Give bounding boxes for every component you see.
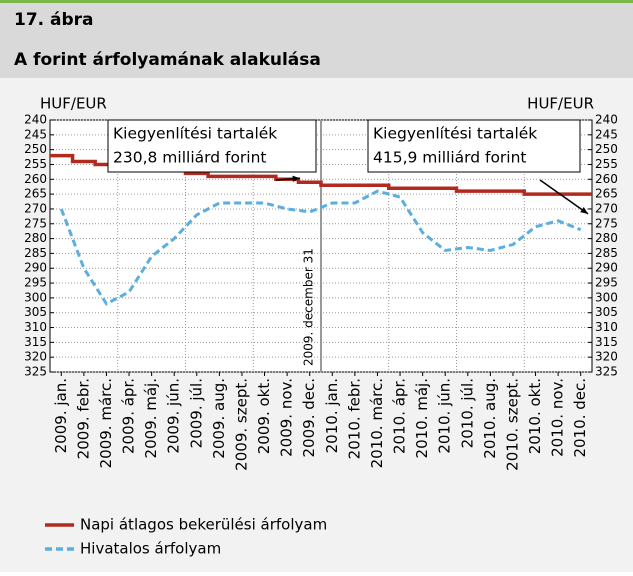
annotation-text: Kiegyenlítési tartalék <box>113 125 277 143</box>
x-tick-label: 2010. dec. <box>571 378 589 457</box>
y-tick-label: 275 <box>24 216 47 230</box>
x-tick-label: 2010. febr. <box>345 378 363 459</box>
y-axis-label: HUF/EUR <box>40 95 107 113</box>
y2-tick-label: 265 <box>595 187 618 201</box>
y-tick-label: 265 <box>24 187 47 201</box>
y2-tick-label: 245 <box>595 127 618 141</box>
x-tick-label: 2010. nov. <box>549 378 567 457</box>
y-tick-label: 250 <box>24 142 47 156</box>
y-tick-label: 290 <box>24 261 47 275</box>
annotation-arrow <box>539 179 589 215</box>
series-line <box>59 189 582 306</box>
x-tick-label: 2010. márc. <box>368 378 386 468</box>
legend-label: Napi átlagos bekerülési árfolyam <box>80 516 327 534</box>
annotation-text: Kiegyenlítési tartalék <box>373 125 537 143</box>
y-tick-label: 295 <box>24 276 47 290</box>
y-tick-label: 280 <box>24 231 47 245</box>
y-tick-label: 240 <box>24 113 47 127</box>
y2-tick-label: 250 <box>595 142 618 156</box>
y2-tick-label: 325 <box>595 365 618 379</box>
chart-title: A forint árfolyamának alakulása <box>14 50 321 70</box>
y2-tick-label: 295 <box>595 276 618 290</box>
y2-tick-label: 275 <box>595 216 618 230</box>
y-tick-label: 310 <box>24 320 47 334</box>
y-tick-label: 305 <box>24 305 47 319</box>
y-tick-label: 300 <box>24 290 47 304</box>
y-tick-label: 320 <box>24 350 47 364</box>
y-tick-label: 285 <box>24 246 47 260</box>
x-tick-label: 2010. jún. <box>436 378 454 454</box>
x-tick-label: 2009. jún. <box>165 378 183 454</box>
arrow-head <box>580 207 588 214</box>
y2-axis-label: HUF/EUR <box>527 95 594 113</box>
x-tick-label: 2010. okt. <box>526 378 544 454</box>
y2-tick-label: 315 <box>595 335 618 349</box>
y-tick-label: 315 <box>24 335 47 349</box>
x-tick-label: 2009. szept. <box>232 378 250 471</box>
y2-tick-label: 260 <box>595 172 618 186</box>
legend-label: Hivatalos árfolyam <box>80 540 221 558</box>
y2-tick-label: 300 <box>595 290 618 304</box>
y2-tick-label: 285 <box>595 246 618 260</box>
y-tick-label: 270 <box>24 201 47 215</box>
annotation-box <box>367 119 581 173</box>
annotation-text: 415,9 milliárd forint <box>373 149 527 167</box>
y-tick-label: 245 <box>24 127 47 141</box>
x-tick-label: 2010. jan. <box>323 378 341 453</box>
x-tick-label: 2009. okt. <box>255 378 273 454</box>
y-tick-label: 255 <box>24 157 47 171</box>
y2-tick-label: 270 <box>595 201 618 215</box>
y2-tick-label: 290 <box>595 261 618 275</box>
x-tick-label: 2010. ápr. <box>391 378 409 454</box>
y2-tick-label: 280 <box>595 231 618 245</box>
x-tick-label: 2009. ápr. <box>120 378 138 454</box>
x-tick-label: 2010. máj. <box>413 378 431 458</box>
divider-label: 2009. december 31 <box>302 248 316 366</box>
header-band <box>0 0 633 78</box>
y2-tick-label: 255 <box>595 157 618 171</box>
annotation-box <box>107 119 317 173</box>
x-tick-label: 2009. márc. <box>97 378 115 468</box>
header-rule <box>0 0 633 3</box>
arrow-head <box>292 175 300 182</box>
x-tick-label: 2010. júl. <box>458 378 476 448</box>
annotation-text: 230,8 milliárd forint <box>113 149 267 167</box>
y2-tick-label: 310 <box>595 320 618 334</box>
x-tick-label: 2010. szept. <box>503 378 521 471</box>
x-tick-label: 2009. nov. <box>278 378 296 457</box>
x-tick-label: 2009. febr. <box>74 378 92 459</box>
x-tick-label: 2009. júl. <box>187 378 205 448</box>
figure-label: 17. ábra <box>14 10 94 30</box>
y2-tick-label: 320 <box>595 350 618 364</box>
x-tick-label: 2009. jan. <box>52 378 70 453</box>
x-tick-label: 2010. aug. <box>481 378 499 459</box>
x-tick-label: 2009. dec. <box>300 378 318 457</box>
y2-tick-label: 240 <box>595 113 618 127</box>
y2-tick-label: 305 <box>595 305 618 319</box>
x-tick-label: 2009. aug. <box>210 378 228 459</box>
y-tick-label: 260 <box>24 172 47 186</box>
x-tick-label: 2009. máj. <box>142 378 160 458</box>
y-tick-label: 325 <box>24 365 47 379</box>
